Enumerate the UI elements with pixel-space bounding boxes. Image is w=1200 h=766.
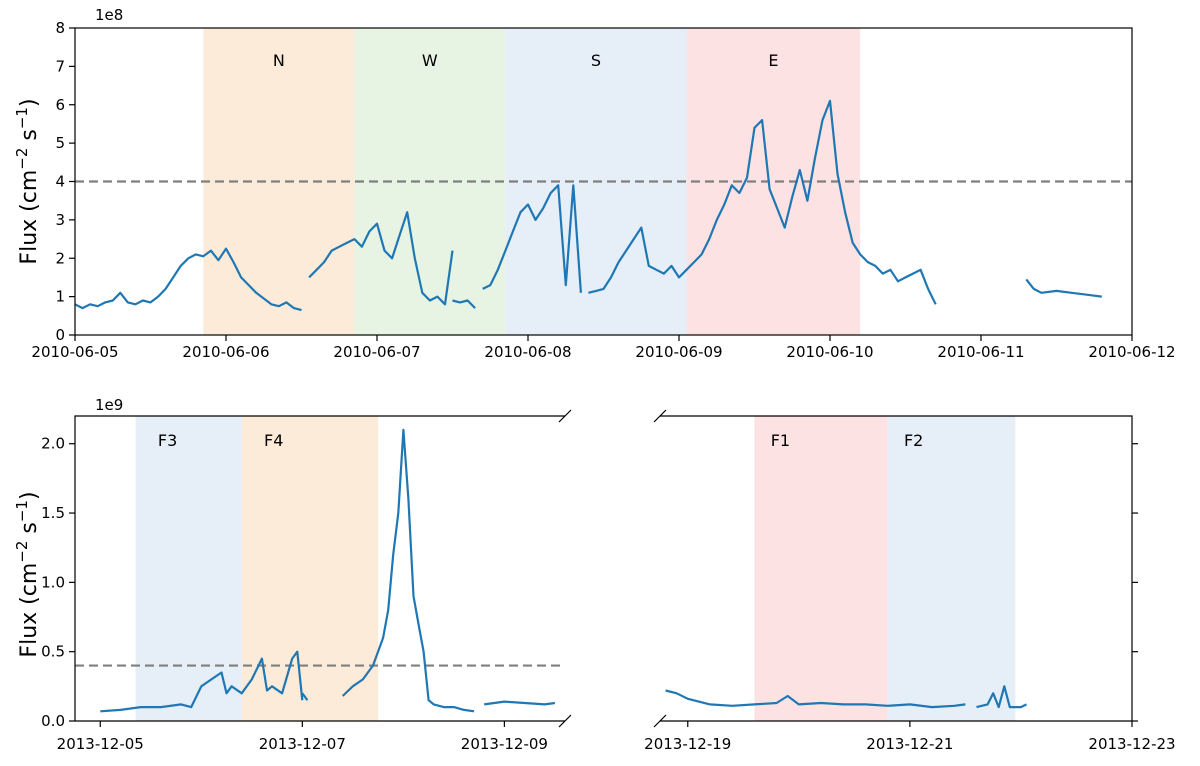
ylabel-mid: s [17, 522, 42, 540]
y-tick-label: 2.0 [41, 435, 65, 453]
y-tick-label: 1.0 [41, 573, 65, 591]
ylabel-end: ) [17, 98, 42, 107]
y-tick-label: 8 [55, 19, 65, 37]
band-label-F1: F1 [771, 431, 790, 450]
x-tick-label: 2010-06-12 [1088, 343, 1175, 361]
flux-series-segment [74, 247, 302, 312]
ylabel-base: Flux (cm [17, 170, 42, 265]
y-tick-label: 7 [55, 57, 65, 75]
x-tick-label: 2013-12-19 [644, 735, 731, 753]
x-tick-label: 2013-12-23 [1088, 735, 1175, 753]
x-tick-label: 2010-06-10 [786, 343, 873, 361]
flux-series-segment [452, 299, 476, 309]
y-tick-label: 0.5 [41, 643, 65, 661]
band-label-N: N [273, 51, 285, 70]
band-F4 [241, 416, 379, 721]
flux-series-segment [1025, 278, 1102, 298]
flux-series-segment [341, 428, 475, 713]
axis-break-mark [653, 714, 667, 728]
band-label-S: S [591, 51, 601, 70]
y-axis-label: Flux (cm−2 s−1) [13, 98, 42, 264]
flux-series-segment [976, 685, 1027, 709]
ylabel-base: Flux (cm [17, 563, 42, 658]
band-F3 [135, 416, 242, 721]
flux-series-segment [482, 184, 582, 293]
band-label-E: E [768, 51, 778, 70]
ylabel-end: ) [17, 491, 42, 500]
plot-frame [74, 415, 565, 722]
ylabel-mid: s [17, 129, 42, 147]
flux-series-segment [301, 692, 309, 701]
x-tick-label: 2010-06-07 [333, 343, 420, 361]
x-tick-label: 2010-06-09 [635, 343, 722, 361]
plot-frame [660, 415, 1133, 722]
x-tick-label: 2013-12-07 [259, 735, 346, 753]
flux-series-segment [484, 700, 556, 706]
ylabel-exp1: −2 [13, 541, 31, 563]
y-tick-label: 2 [55, 249, 65, 267]
band-F2 [887, 416, 1016, 721]
flux-series-segment [588, 99, 937, 305]
x-tick-label: 2013-12-21 [866, 735, 953, 753]
band-label-F3: F3 [158, 431, 177, 450]
flux-series-segment [665, 689, 966, 709]
ylabel-exp2: −1 [13, 107, 31, 129]
y-exponent-label: 1e9 [95, 396, 123, 414]
y-tick-label: 1 [55, 288, 65, 306]
band-F1 [754, 416, 888, 721]
flux-series-segment [308, 211, 454, 306]
x-tick-label: 2010-06-06 [182, 343, 269, 361]
x-tick-label: 2013-12-05 [57, 735, 144, 753]
y-tick-label: 5 [55, 134, 65, 152]
flux-series-segment [100, 650, 304, 713]
band-label-W: W [422, 51, 438, 70]
y-tick-label: 3 [55, 211, 65, 229]
axis-break-mark [558, 714, 572, 728]
y-tick-label: 0.0 [41, 712, 65, 730]
y-tick-label: 1.5 [41, 504, 65, 522]
band-label-F4: F4 [264, 431, 283, 450]
y-tick-label: 4 [55, 173, 65, 191]
bottom-left-chart-panel: F3 F4 0.0 0.5 1.0 1.5 2.0 2013-12-05 2013-12-07 2… [13, 396, 572, 753]
x-tick-label: 2010-06-05 [31, 343, 118, 361]
bottom-right-chart-panel: F1 F2 2013-12-19 2013-12-21 2013-12-23 [644, 409, 1176, 753]
x-tick-label: 2010-06-11 [937, 343, 1024, 361]
axis-break-mark [558, 409, 572, 423]
top-chart-panel: N W S E 0 1 2 3 4 5 6 7 8 2010-06-05 2010-06-06 2010-06… [13, 6, 1176, 361]
y-exponent-label: 1e8 [95, 6, 123, 24]
x-tick-label: 2010-06-08 [484, 343, 571, 361]
ylabel-exp2: −1 [13, 500, 31, 522]
band-label-F2: F2 [904, 431, 923, 450]
x-tick-label: 2013-12-09 [461, 735, 548, 753]
axis-break-mark [653, 409, 667, 423]
y-tick-label: 0 [55, 326, 65, 344]
ylabel-exp1: −2 [13, 148, 31, 170]
y-axis-label: Flux (cm−2 s−1) [13, 491, 42, 657]
y-tick-label: 6 [55, 96, 65, 114]
